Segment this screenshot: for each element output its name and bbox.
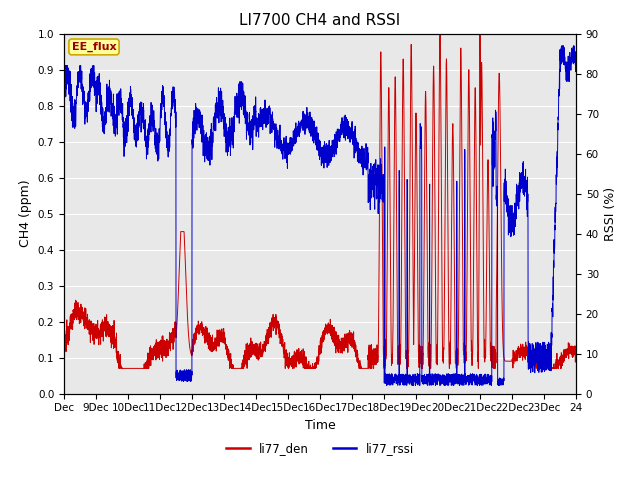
Y-axis label: RSSI (%): RSSI (%) — [604, 187, 618, 240]
X-axis label: Time: Time — [305, 419, 335, 432]
Legend: li77_den, li77_rssi: li77_den, li77_rssi — [221, 437, 419, 460]
Title: LI7700 CH4 and RSSI: LI7700 CH4 and RSSI — [239, 13, 401, 28]
Text: EE_flux: EE_flux — [72, 42, 116, 52]
Y-axis label: CH4 (ppm): CH4 (ppm) — [19, 180, 32, 247]
